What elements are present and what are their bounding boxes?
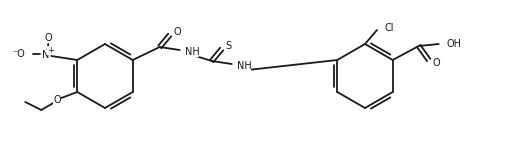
- Text: ⁻O: ⁻O: [13, 49, 25, 59]
- Text: NH: NH: [236, 61, 251, 71]
- Text: OH: OH: [446, 39, 461, 49]
- Text: O: O: [54, 95, 61, 105]
- Text: O: O: [173, 27, 181, 37]
- Text: Cl: Cl: [384, 23, 394, 33]
- Text: NH: NH: [184, 47, 199, 57]
- Text: O: O: [432, 58, 439, 68]
- Text: O: O: [44, 33, 52, 43]
- Text: N: N: [41, 50, 49, 60]
- Text: +: +: [47, 46, 54, 55]
- Text: S: S: [225, 41, 231, 51]
